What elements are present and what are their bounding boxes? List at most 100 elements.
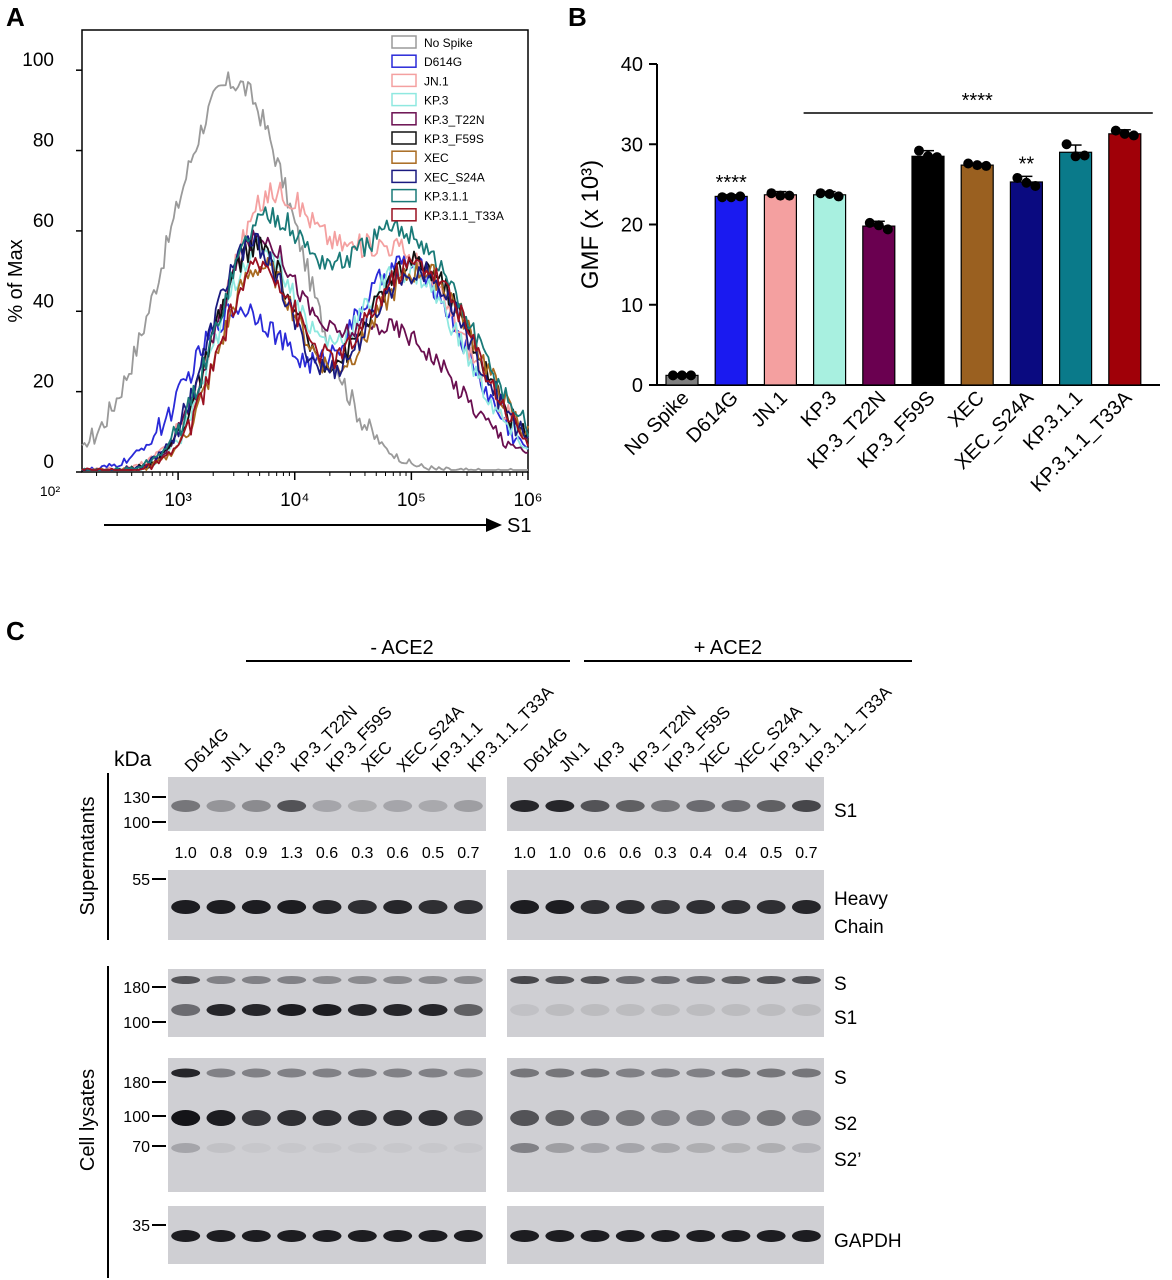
blot-band (277, 1110, 307, 1126)
blot-band (171, 976, 201, 984)
blot-band (651, 1110, 680, 1126)
blot-band (418, 1143, 448, 1153)
data-point (717, 192, 728, 203)
significance-stars: ** (1019, 153, 1035, 175)
y-tick-label: 10 (621, 295, 643, 317)
y-axis-title: % of Max (5, 239, 27, 322)
blot-band (545, 900, 575, 914)
blot-band (171, 800, 201, 812)
data-point (873, 220, 884, 231)
data-point (726, 192, 737, 203)
data-point (686, 370, 696, 381)
blot-band (756, 1230, 786, 1242)
blot-band (615, 1230, 645, 1242)
lane-label: KP.3 (252, 738, 290, 776)
blot-band (383, 1230, 413, 1242)
panel-b-letter: B (568, 2, 587, 32)
band-label: S2’ (834, 1150, 861, 1171)
blot-band (453, 976, 483, 984)
bar (714, 195, 748, 386)
blot-band (686, 1230, 716, 1242)
blot-band (347, 800, 377, 812)
blot-band (383, 800, 413, 812)
band-label: Heavy (834, 889, 888, 910)
blot-band (241, 1068, 271, 1078)
y-tick-label: 0 (632, 375, 643, 397)
x-tick-label: XEC (944, 387, 989, 432)
ratio-value: 1.3 (281, 845, 303, 862)
x-tick-label: 10³ (164, 490, 191, 511)
blot-band (721, 1110, 751, 1126)
legend-label: KP.3_T22N (424, 113, 485, 127)
ratio-value: 0.4 (690, 845, 712, 862)
blot-band (277, 1143, 307, 1153)
blot-band (651, 800, 680, 812)
blot-band (510, 1004, 540, 1016)
blot-band (277, 976, 307, 984)
blot-band (791, 1110, 821, 1126)
blot-band (791, 800, 821, 812)
blot-band (418, 900, 448, 914)
data-point (833, 191, 844, 202)
blot-band (383, 1143, 413, 1153)
blot-band (171, 1230, 201, 1242)
x-axis-title: S1 (507, 515, 531, 537)
blot-band (686, 1110, 716, 1126)
histogram-chart: 0 20 40 60 80 100 10² 10³ 10⁴ 10⁵ 10⁶ % of Max S1 No … (5, 29, 542, 537)
blot-band (453, 1004, 483, 1016)
y-tick-label: 20 (33, 372, 54, 393)
legend-swatch (391, 188, 417, 203)
ratio-value: 0.3 (654, 845, 676, 862)
legend-swatch (391, 35, 417, 49)
blot-band (615, 976, 645, 984)
blot-band (651, 1068, 680, 1078)
ratio-value: 0.6 (619, 845, 641, 862)
ratio-value: 0.4 (725, 845, 747, 862)
data-point (963, 158, 974, 169)
blot-band (418, 800, 448, 812)
data-point (1079, 150, 1090, 161)
blot-band (312, 900, 342, 914)
legend-swatch (391, 54, 417, 68)
group-label: + ACE2 (694, 637, 762, 659)
blot-band (312, 1143, 342, 1153)
legend-swatch (391, 112, 417, 126)
blot-band (277, 1230, 307, 1242)
ratio-value: 1.0 (549, 845, 571, 862)
western-blot: - ACE2 + ACE2D614GJN.1KP.3KP.3_T22NKP.3_F… (77, 637, 912, 1278)
blot-band (791, 900, 821, 914)
ratio-value: 0.3 (351, 845, 373, 862)
x-axis-arrow-head (486, 518, 502, 532)
blot-band (791, 1230, 821, 1242)
bar (911, 155, 945, 386)
legend-label: KP.3.1.1_T33A (424, 209, 504, 223)
ratio-value: 0.6 (316, 845, 338, 862)
legend-swatch (391, 92, 417, 107)
blot-band (383, 1110, 413, 1126)
blot-band (418, 1110, 448, 1126)
bar (1108, 133, 1142, 386)
marker-label: 100 (123, 1015, 150, 1032)
blot-band (453, 1110, 483, 1126)
blot-band (383, 1004, 413, 1016)
data-point (1110, 125, 1121, 136)
blot-band (383, 900, 413, 914)
y-axis-title: GMF (x 10³) (577, 160, 604, 289)
data-point (1030, 180, 1041, 191)
blot-band (510, 1110, 540, 1126)
blot-band (241, 976, 271, 984)
blot-band (241, 1110, 271, 1126)
blot-band (615, 800, 645, 812)
blot-band (721, 1004, 751, 1016)
histogram-curve (82, 232, 529, 471)
legend-label: JN.1 (424, 74, 449, 88)
blot-band (651, 1143, 680, 1153)
bar (812, 194, 847, 386)
bar (763, 194, 798, 386)
blot-band (347, 1110, 377, 1126)
blot-band (206, 976, 236, 984)
marker-label: 100 (123, 815, 150, 832)
blot-band (206, 800, 236, 812)
blot-band (241, 900, 271, 914)
ratio-value: 0.6 (387, 845, 409, 862)
